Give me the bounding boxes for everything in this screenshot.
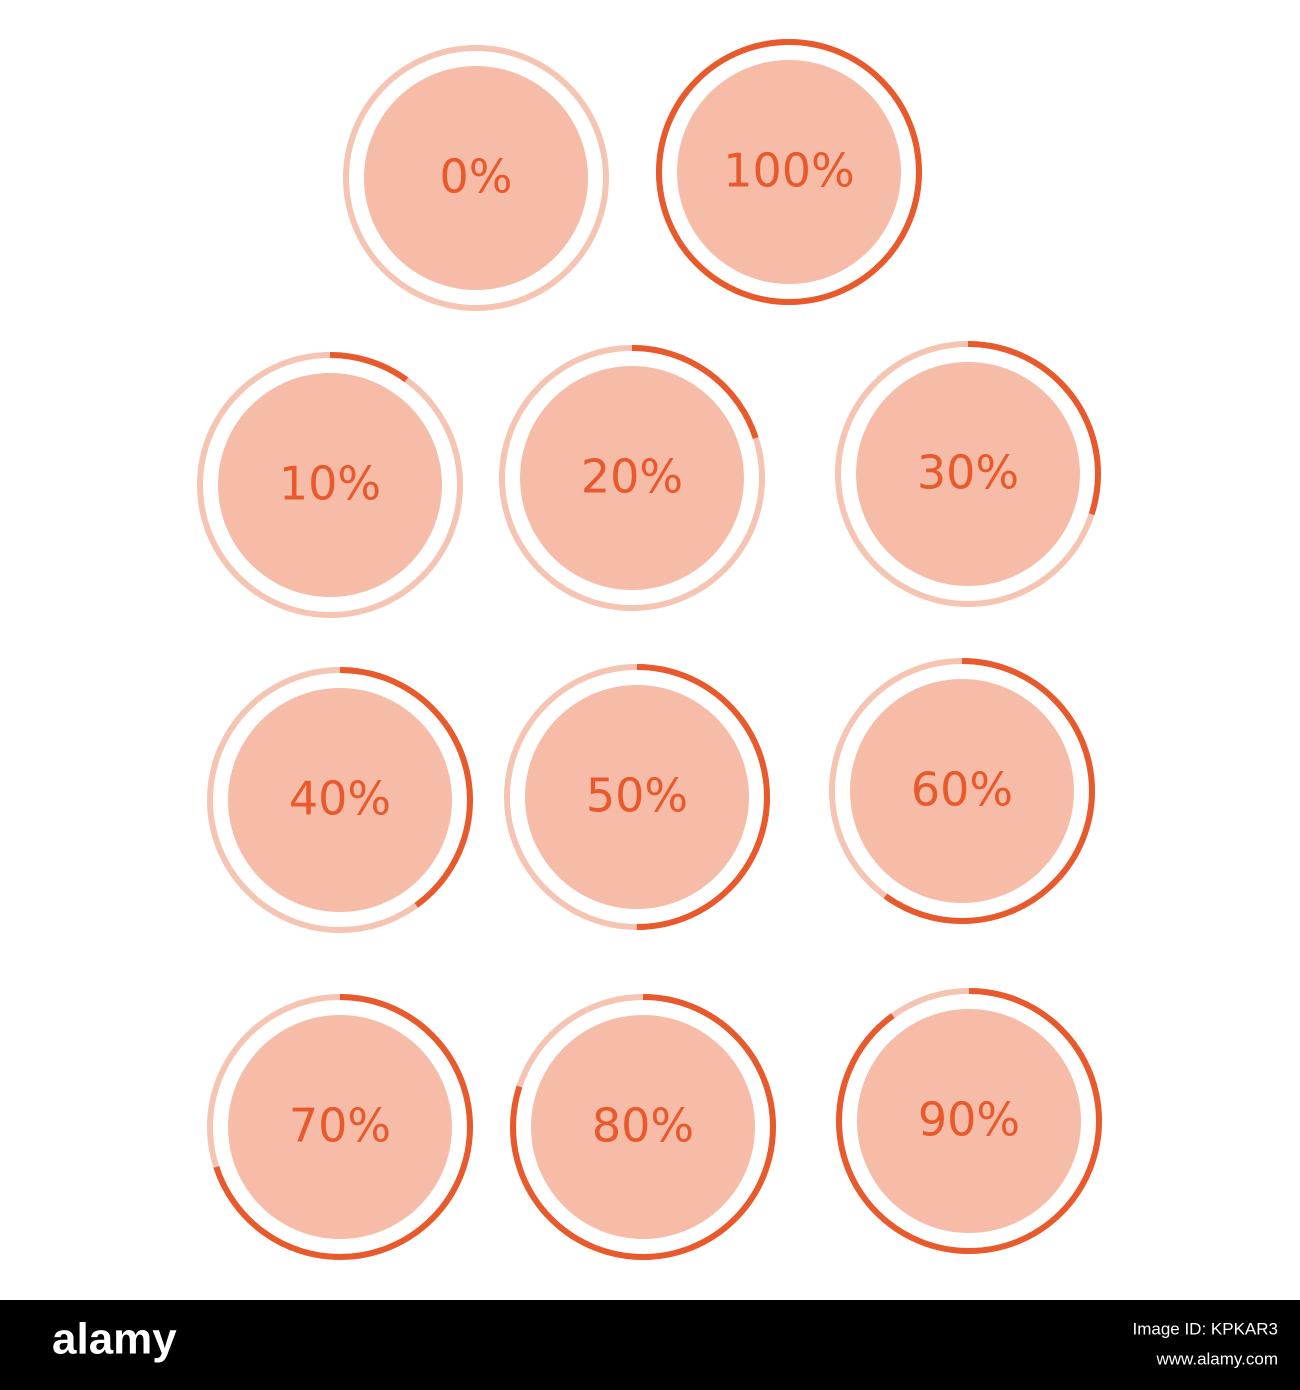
gauge-fill bbox=[531, 1015, 755, 1239]
gauge-label: 40% bbox=[289, 772, 391, 826]
gauge-label: 70% bbox=[289, 1099, 391, 1153]
gauge-label: 0% bbox=[440, 150, 513, 204]
gauge-progress bbox=[829, 658, 1095, 924]
url: www.alamy.com bbox=[1155, 1349, 1278, 1368]
gauge-fill bbox=[857, 1009, 1081, 1233]
gauge-progress bbox=[197, 352, 463, 618]
gauge-track bbox=[343, 45, 609, 311]
gauge-fill bbox=[677, 60, 901, 284]
gauge-fill bbox=[228, 688, 452, 912]
gauge-label: 20% bbox=[581, 450, 683, 504]
gauge-label: 50% bbox=[586, 769, 688, 823]
gauge-progress bbox=[656, 39, 922, 305]
gauge-progress bbox=[836, 988, 1102, 1254]
gauge-label: 30% bbox=[917, 446, 1019, 500]
gauge-fill bbox=[856, 362, 1080, 586]
gauge-progress bbox=[499, 345, 765, 611]
gauge-fill bbox=[228, 1015, 452, 1239]
gauge-label: 10% bbox=[279, 457, 381, 511]
gauge-fill bbox=[520, 366, 744, 590]
gauge-fill bbox=[850, 679, 1074, 903]
gauge-fill bbox=[525, 685, 749, 909]
gauge-fill bbox=[364, 66, 588, 290]
gauge-progress bbox=[207, 667, 473, 933]
image-id: Image ID: KPKAR3 bbox=[1132, 1319, 1278, 1338]
gauge-label: 80% bbox=[592, 1099, 694, 1153]
gauge-label: 100% bbox=[723, 144, 855, 198]
gauge-fill bbox=[218, 373, 442, 597]
gauge-progress bbox=[504, 664, 770, 930]
gauge-label: 90% bbox=[918, 1093, 1020, 1147]
gauge-progress bbox=[835, 341, 1101, 607]
brand: alamy bbox=[52, 1315, 177, 1364]
footer-bar bbox=[0, 1300, 1300, 1390]
gauge-progress bbox=[207, 994, 473, 1260]
gauge-progress bbox=[510, 994, 776, 1260]
gauge-label: 60% bbox=[911, 763, 1013, 817]
